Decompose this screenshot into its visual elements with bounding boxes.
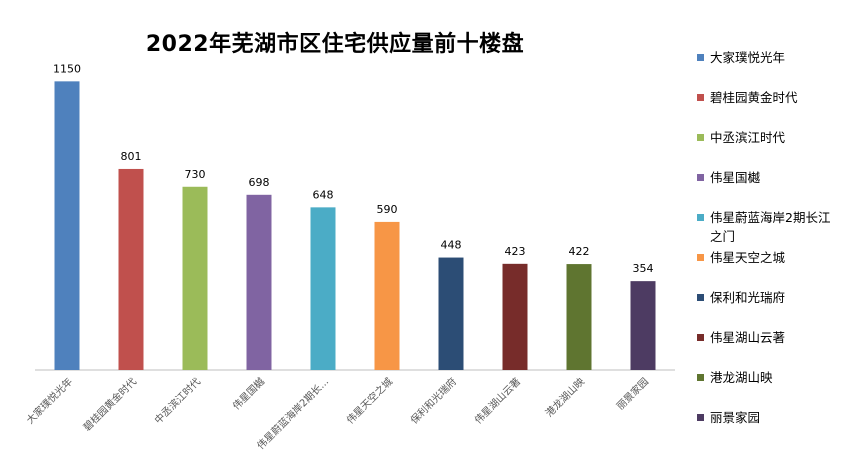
legend-label: 丽景家园 xyxy=(710,410,761,425)
legend-swatch xyxy=(697,94,704,101)
x-tick-label: 保利和光瑞府 xyxy=(408,375,460,427)
bar xyxy=(374,221,400,370)
legend-item: 大家璞悦光年 xyxy=(697,48,837,67)
legend-label: 伟星天空之城 xyxy=(710,250,786,265)
x-tick-label: 伟星湖山云著 xyxy=(472,375,524,427)
x-tick-label: 港龙湖山映 xyxy=(543,375,588,420)
x-tick-label: 中丞滨江时代 xyxy=(152,375,204,427)
legend-swatch xyxy=(697,374,704,381)
legend-swatch xyxy=(697,214,704,221)
legend-item: 港龙湖山映 xyxy=(697,368,837,387)
data-label: 423 xyxy=(505,245,526,258)
legend-item: 丽景家园 xyxy=(697,408,837,427)
bar xyxy=(54,81,80,370)
data-label: 648 xyxy=(313,188,334,201)
legend-item: 伟星湖山云著 xyxy=(697,328,837,347)
legend-label: 港龙湖山映 xyxy=(710,370,773,385)
legend-swatch xyxy=(697,134,704,141)
legend-item: 伟星国樾 xyxy=(697,168,837,187)
data-label: 801 xyxy=(121,150,142,163)
x-tick-label: 伟星蔚蓝海岸2期长... xyxy=(254,375,331,452)
legend-label: 大家璞悦光年 xyxy=(710,50,786,65)
legend-item: 伟星天空之城 xyxy=(697,248,837,267)
legend-item: 中丞滨江时代 xyxy=(697,128,837,147)
bar xyxy=(438,257,464,370)
bar xyxy=(566,264,592,370)
bar xyxy=(246,194,272,370)
legend-swatch xyxy=(697,414,704,421)
bar xyxy=(502,263,528,370)
x-tick-label: 伟星国樾 xyxy=(230,375,267,412)
x-tick-label: 大家璞悦光年 xyxy=(24,375,76,427)
bar xyxy=(182,186,208,370)
legend-swatch xyxy=(697,334,704,341)
legend-label: 伟星蔚蓝海岸2期长江之门 xyxy=(710,210,831,244)
legend-label: 中丞滨江时代 xyxy=(710,130,786,145)
x-tick-label: 丽景家园 xyxy=(614,375,651,412)
legend-swatch xyxy=(697,174,704,181)
legend-label: 伟星湖山云著 xyxy=(710,330,786,345)
legend-item: 碧桂园黄金时代 xyxy=(697,88,837,107)
data-label: 730 xyxy=(185,168,206,181)
chart-title: 2022年芜湖市区住宅供应量前十楼盘 xyxy=(145,32,525,57)
data-label: 1150 xyxy=(53,62,81,75)
legend-swatch xyxy=(697,254,704,261)
legend-label: 保利和光瑞府 xyxy=(710,290,786,305)
bar xyxy=(118,168,144,370)
data-label: 590 xyxy=(377,203,398,216)
data-label: 448 xyxy=(441,239,462,252)
bar xyxy=(630,281,656,370)
legend-item: 保利和光瑞府 xyxy=(697,288,837,307)
data-label: 354 xyxy=(633,262,654,275)
x-tick-label: 碧桂园黄金时代 xyxy=(80,375,139,434)
legend-item: 伟星蔚蓝海岸2期长江之门 xyxy=(697,208,837,246)
data-label: 698 xyxy=(249,176,270,189)
legend-swatch xyxy=(697,54,704,61)
legend-label: 伟星国樾 xyxy=(710,170,761,185)
legend-swatch xyxy=(697,294,704,301)
legend-label: 碧桂园黄金时代 xyxy=(710,90,798,105)
data-label: 422 xyxy=(569,245,590,258)
x-tick-label: 伟星天空之城 xyxy=(344,375,396,427)
bar xyxy=(310,207,336,370)
